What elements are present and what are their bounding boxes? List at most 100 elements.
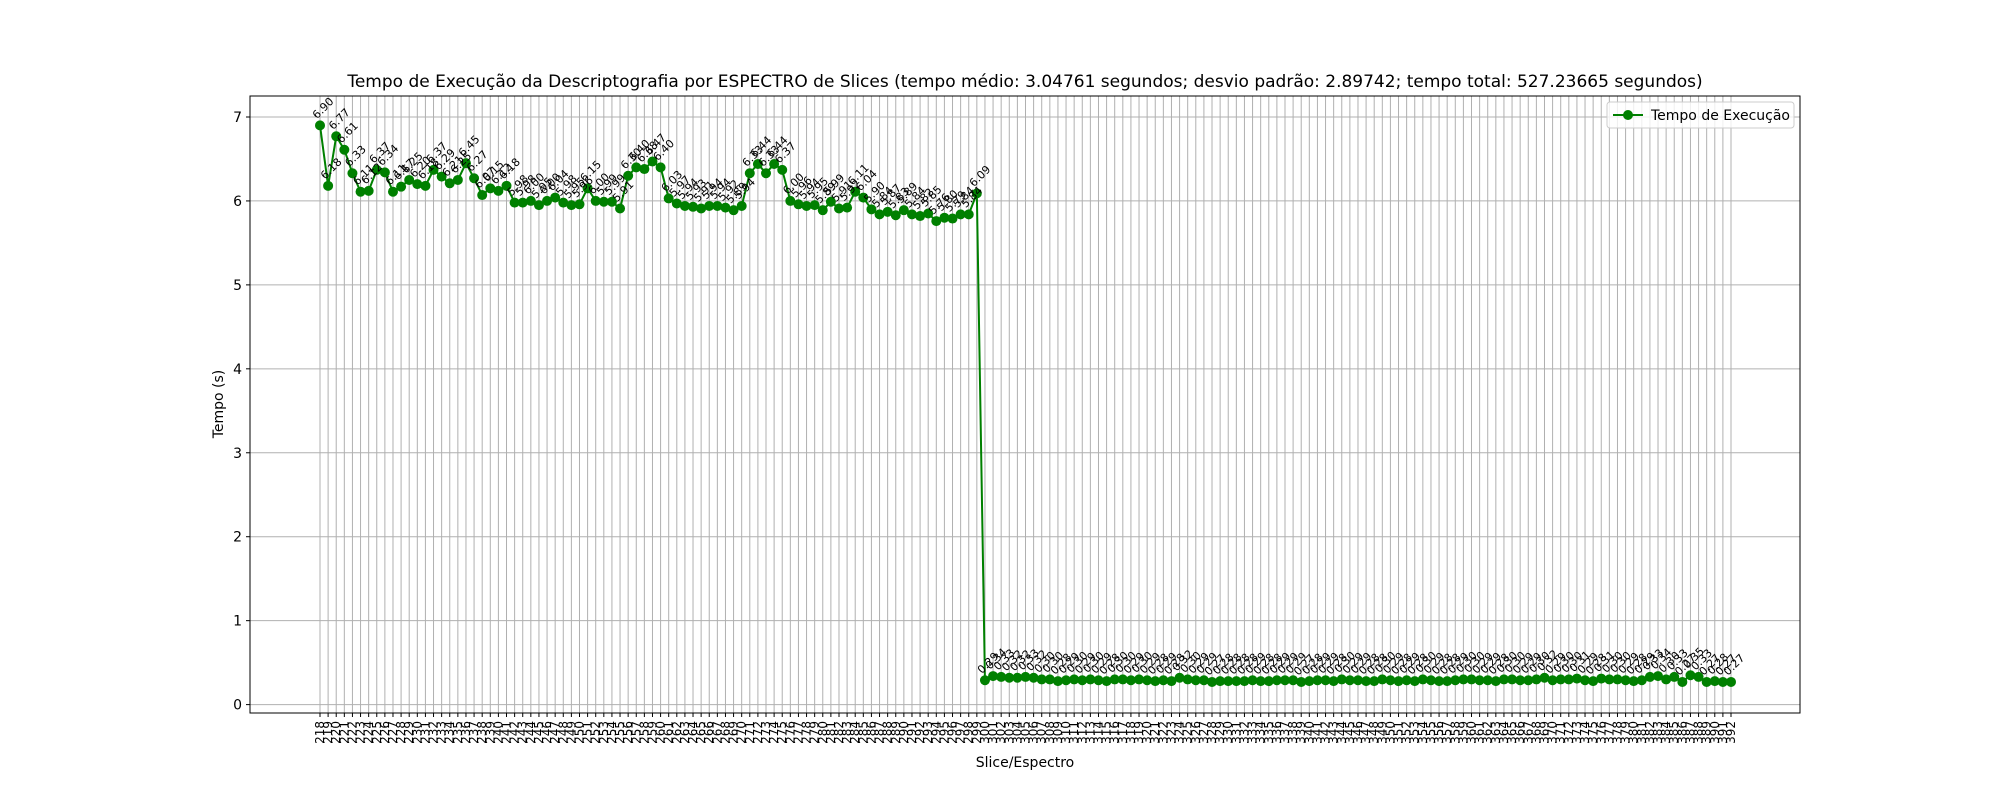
x-tick-label: 269 xyxy=(727,721,741,744)
data-point xyxy=(1385,675,1396,686)
x-tick-label: 386 xyxy=(1675,721,1689,744)
x-tick-label: 282 xyxy=(832,721,846,744)
x-tick-label: 342 xyxy=(1319,721,1333,744)
data-point xyxy=(1207,676,1218,687)
data-point xyxy=(655,162,666,173)
data-point xyxy=(833,203,844,214)
data-point xyxy=(1555,674,1566,685)
data-point xyxy=(1417,674,1428,685)
x-tick-label: 233 xyxy=(435,721,449,744)
data-point xyxy=(769,158,780,169)
x-tick-label: 306 xyxy=(1027,721,1041,744)
data-point xyxy=(339,144,350,155)
data-point xyxy=(1288,675,1299,686)
data-point xyxy=(1661,674,1672,685)
data-point xyxy=(1442,676,1453,687)
x-tick-label: 296 xyxy=(946,721,960,744)
x-tick-label: 390 xyxy=(1708,721,1722,744)
legend-label: Tempo de Execução xyxy=(1650,108,1790,124)
x-tick-label: 367 xyxy=(1521,721,1535,744)
data-point xyxy=(1190,675,1201,686)
data-point xyxy=(1612,674,1623,685)
x-tick-label: 234 xyxy=(443,721,457,744)
x-tick-label: 297 xyxy=(954,721,968,744)
x-tick-label: 333 xyxy=(1246,721,1260,744)
x-tick-label: 365 xyxy=(1505,721,1519,744)
data-point xyxy=(1296,676,1307,687)
data-point xyxy=(963,209,974,220)
x-tick-label: 348 xyxy=(1367,721,1381,744)
data-point xyxy=(850,186,861,197)
data-point xyxy=(1596,673,1607,684)
x-axis-ticks: 2182192202212222232242252262272282292302… xyxy=(313,713,1738,744)
x-tick-label: 370 xyxy=(1546,721,1560,744)
x-tick-label: 358 xyxy=(1448,721,1462,744)
data-point xyxy=(347,168,358,179)
data-point xyxy=(1474,675,1485,686)
data-point xyxy=(623,170,634,181)
data-point xyxy=(379,167,390,178)
data-point xyxy=(598,196,609,207)
data-point xyxy=(679,200,690,211)
data-point xyxy=(1336,674,1347,685)
data-point xyxy=(436,171,447,182)
x-tick-label: 315 xyxy=(1100,721,1114,744)
data-point xyxy=(858,192,869,203)
y-axis-label: Tempo (s) xyxy=(211,370,227,440)
x-tick-label: 313 xyxy=(1083,721,1097,744)
data-point xyxy=(947,213,958,224)
data-point xyxy=(315,120,325,131)
data-point xyxy=(323,180,334,191)
x-tick-label: 264 xyxy=(686,721,700,744)
x-tick-label: 305 xyxy=(1019,721,1033,744)
data-point xyxy=(1620,675,1631,686)
x-tick-label: 351 xyxy=(1392,721,1406,744)
x-tick-label: 245 xyxy=(532,721,546,744)
data-point xyxy=(906,209,917,220)
x-tick-label: 389 xyxy=(1700,721,1714,744)
x-tick-label: 349 xyxy=(1375,721,1389,744)
x-tick-label: 329 xyxy=(1213,721,1227,744)
x-tick-label: 249 xyxy=(564,721,578,744)
data-point xyxy=(1134,674,1145,685)
x-tick-label: 330 xyxy=(1221,721,1235,744)
x-tick-label: 339 xyxy=(1294,721,1308,744)
data-point xyxy=(1328,676,1339,687)
x-tick-label: 308 xyxy=(1043,721,1057,744)
data-point xyxy=(793,199,804,210)
y-axis-ticks: 0 1 2 3 4 5 6 7 xyxy=(233,110,250,714)
x-tick-label: 284 xyxy=(848,721,862,744)
x-tick-label: 347 xyxy=(1359,721,1373,744)
x-tick-label: 376 xyxy=(1594,721,1608,744)
x-tick-label: 372 xyxy=(1562,721,1576,744)
x-axis-label: Slice/Espectro xyxy=(976,755,1075,771)
x-tick-label: 363 xyxy=(1489,721,1503,744)
x-tick-label: 278 xyxy=(800,721,814,744)
data-point xyxy=(501,180,512,191)
data-point xyxy=(542,195,553,206)
x-tick-label: 314 xyxy=(1091,721,1105,744)
x-tick-label: 317 xyxy=(1116,721,1130,744)
x-tick-label: 345 xyxy=(1343,721,1357,744)
data-point xyxy=(1109,674,1120,685)
x-tick-label: 385 xyxy=(1667,721,1681,744)
x-tick-label: 228 xyxy=(394,721,408,744)
data-point xyxy=(1571,673,1582,684)
x-tick-label: 350 xyxy=(1383,721,1397,744)
data-point xyxy=(517,197,528,208)
x-tick-label: 294 xyxy=(929,721,943,744)
data-point xyxy=(363,185,374,196)
x-tick-label: 338 xyxy=(1286,721,1300,744)
x-tick-label: 377 xyxy=(1602,721,1616,744)
x-tick-label: 355 xyxy=(1424,721,1438,744)
data-point xyxy=(1490,676,1501,687)
x-tick-label: 332 xyxy=(1237,721,1251,744)
x-tick-label: 334 xyxy=(1254,721,1268,744)
data-point xyxy=(996,671,1007,682)
data-point xyxy=(590,195,601,206)
x-tick-label: 327 xyxy=(1197,721,1211,744)
data-point xyxy=(460,158,471,169)
data-point xyxy=(444,178,455,189)
x-tick-label: 226 xyxy=(378,721,392,744)
x-tick-label: 221 xyxy=(337,721,351,744)
